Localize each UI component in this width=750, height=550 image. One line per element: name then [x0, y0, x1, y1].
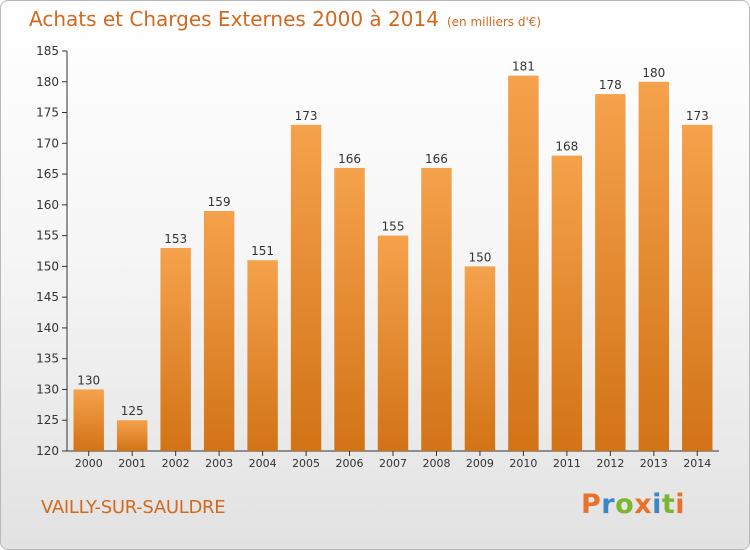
bar-value-label: 178	[599, 78, 622, 92]
x-tick-label: 2006	[336, 457, 364, 470]
y-tick-label: 125	[36, 413, 59, 427]
logo-letter: P	[581, 489, 602, 520]
bar-value-label: 166	[338, 152, 361, 166]
commune-name: VAILLY-SUR-SAULDRE	[41, 497, 226, 518]
x-tick-label: 2009	[466, 457, 494, 470]
bar	[595, 94, 626, 452]
logo-letter: i	[652, 489, 662, 520]
bar	[116, 420, 148, 451]
y-tick-label: 170	[36, 136, 59, 150]
x-tick-label: 2014	[683, 457, 711, 470]
bar	[73, 389, 104, 451]
bars: 130 125 153 159 151 173 166 155 166 150 181 168 178 1…	[73, 60, 713, 452]
y-tick-label: 150	[36, 259, 59, 273]
x-tick-label: 2004	[249, 457, 277, 470]
x-axis: 2000 2001 2002 2003 2004 2005 2006 2007 2008 2009…	[67, 450, 719, 470]
logo-letter: r	[601, 489, 616, 520]
bar	[290, 124, 322, 451]
y-tick-label: 155	[36, 229, 59, 243]
bar-value-label: 130	[77, 373, 100, 387]
bar	[421, 167, 452, 451]
bar-value-label: 173	[295, 109, 318, 123]
y-tick-label: 180	[36, 75, 59, 89]
y-tick-label: 175	[36, 106, 59, 120]
x-tick-label: 2008	[422, 457, 450, 470]
bar-value-label: 155	[382, 220, 405, 234]
logo-letter: x	[634, 489, 653, 520]
y-axis: 120 125 130 135 140 145 150 155 160 165 170 175 180 1…	[36, 44, 68, 458]
y-tick-label: 140	[36, 321, 59, 335]
x-tick-label: 2002	[162, 457, 190, 470]
x-tick-label: 2010	[509, 457, 537, 470]
y-tick-label: 130	[36, 382, 59, 396]
x-tick-label: 2000	[75, 457, 103, 470]
bar-value-label: 153	[164, 232, 187, 246]
chart-title-text: Achats et Charges Externes 2000 à 2014	[29, 7, 439, 31]
y-tick-label: 135	[36, 352, 59, 366]
bar	[638, 81, 670, 452]
logo-letter: i	[675, 489, 686, 520]
y-tick-label: 165	[36, 167, 59, 181]
bar	[247, 260, 278, 451]
chart-title: Achats et Charges Externes 2000 à 2014 (e…	[29, 7, 541, 31]
y-tick-label: 185	[36, 44, 59, 58]
bar-value-label: 181	[512, 60, 535, 74]
bar-value-label: 180	[642, 66, 665, 80]
bar	[334, 167, 365, 451]
bar	[377, 235, 409, 451]
bar	[203, 211, 235, 451]
bar-value-label: 168	[555, 140, 578, 154]
x-tick-label: 2001	[118, 457, 146, 470]
bar	[464, 266, 496, 451]
y-tick-label: 145	[36, 290, 59, 304]
logo-letter: t	[661, 489, 676, 520]
x-tick-label: 2011	[553, 457, 581, 470]
y-tick-label: 120	[36, 444, 59, 458]
logo-letter: o	[615, 489, 635, 520]
x-tick-label: 2012	[596, 457, 624, 470]
bar-value-label: 166	[425, 152, 448, 166]
y-tick-label: 160	[36, 198, 59, 212]
bar	[508, 75, 539, 451]
bar-value-label: 159	[208, 195, 231, 209]
x-tick-label: 2003	[205, 457, 233, 470]
bar	[682, 124, 713, 451]
x-tick-label: 2007	[379, 457, 407, 470]
bar	[551, 155, 583, 451]
bar	[160, 247, 191, 451]
bar-value-label: 173	[686, 109, 709, 123]
x-tick-label: 2013	[640, 457, 668, 470]
proxiti-logo: Proxiti	[581, 489, 685, 520]
bar-value-label: 150	[468, 250, 491, 264]
bar-value-label: 125	[121, 404, 144, 418]
x-tick-label: 2005	[292, 457, 320, 470]
chart-subtitle: (en milliers d'€)	[446, 15, 542, 29]
bar-value-label: 151	[251, 244, 274, 258]
